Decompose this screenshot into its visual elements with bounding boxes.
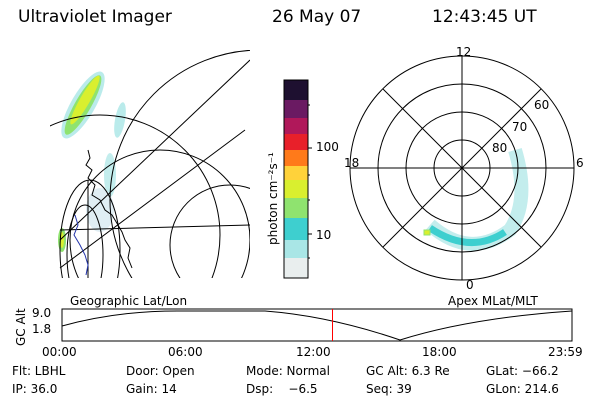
geographic-map-content bbox=[50, 50, 250, 278]
mlt-label-18: 18 bbox=[344, 156, 360, 170]
colorbar-tick-10: 10 bbox=[316, 228, 332, 242]
glat-label: GLat: −66.2 bbox=[486, 364, 559, 378]
polar-plot bbox=[349, 55, 575, 281]
time-tick-0000: 00:00 bbox=[42, 345, 77, 359]
gc-alt-label: GC Alt: 6.3 Re bbox=[366, 364, 450, 378]
colorbar-unit-label: photon cm⁻²s⁻¹ bbox=[266, 152, 280, 245]
time-tick-2359: 23:59 bbox=[548, 345, 583, 359]
mlt-label-0: 0 bbox=[466, 278, 474, 292]
lat-label-80: 80 bbox=[492, 141, 508, 155]
alt-tick-1-8: 1.8 bbox=[32, 322, 52, 336]
dsp-label: Dsp: −6.5 bbox=[246, 382, 318, 396]
instrument-title: Ultraviolet Imager bbox=[18, 7, 172, 27]
geographic-label: Geographic Lat/Lon bbox=[70, 294, 188, 308]
flt-label: Flt: LBHL bbox=[12, 364, 66, 378]
mlt-label-12: 12 bbox=[456, 45, 472, 59]
seq-label: Seq: 39 bbox=[366, 382, 412, 396]
colorbar bbox=[283, 79, 312, 279]
colorbar-tick-100: 100 bbox=[316, 140, 339, 154]
door-label: Door: Open bbox=[126, 364, 195, 378]
lat-label-60: 60 bbox=[534, 98, 550, 112]
ip-label: IP: 36.0 bbox=[12, 382, 58, 396]
apex-label: Apex MLat/MLT bbox=[448, 294, 538, 308]
mlt-label-6: 6 bbox=[576, 156, 584, 170]
date-label: 26 May 07 bbox=[272, 7, 362, 27]
altitude-panel bbox=[61, 308, 573, 342]
lat-label-70: 70 bbox=[512, 120, 528, 134]
time-tick-1200: 12:00 bbox=[296, 345, 331, 359]
time-tick-1800: 18:00 bbox=[422, 345, 457, 359]
alt-axis-title: GC Alt bbox=[14, 308, 28, 346]
alt-tick-9: 9.0 bbox=[32, 306, 52, 320]
time-label: 12:43:45 UT bbox=[432, 7, 537, 27]
glon-label: GLon: 214.6 bbox=[486, 382, 559, 396]
gain-label: Gain: 14 bbox=[126, 382, 177, 396]
time-tick-0600: 06:00 bbox=[168, 345, 203, 359]
mode-label: Mode: Normal bbox=[246, 364, 330, 378]
